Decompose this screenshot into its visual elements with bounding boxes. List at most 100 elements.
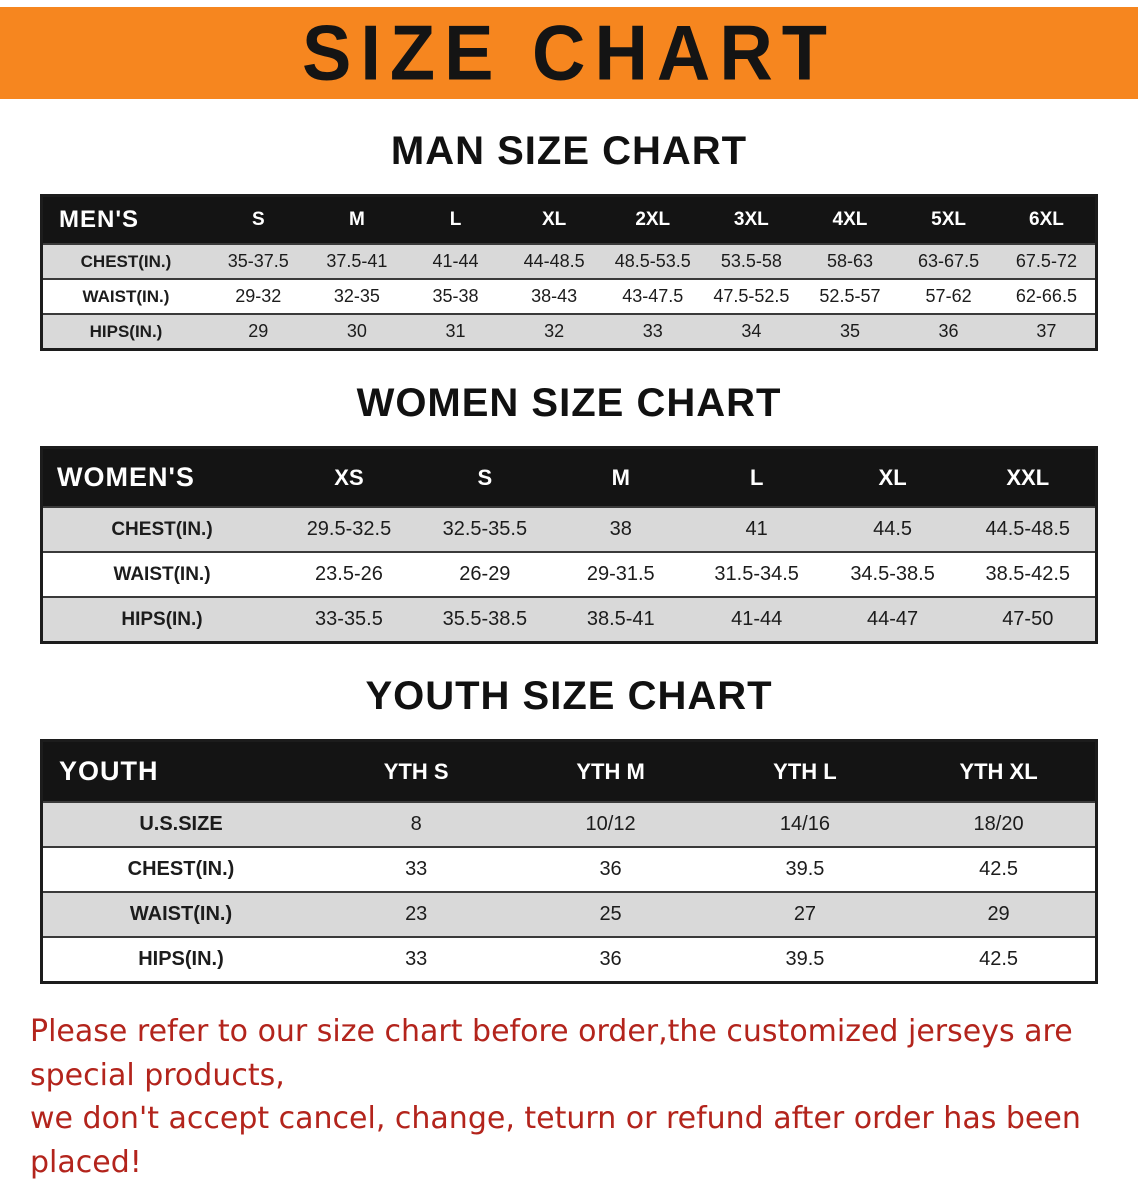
table-row: WAIST(IN.) 29-32 32-35 35-38 38-43 43-47.5 47.…	[41, 278, 1097, 314]
size-value: 63-67.5	[899, 243, 998, 279]
size-column-header: M	[307, 195, 407, 244]
table-row: HIPS(IN.) 29 30 31 32 33 34 35 36 37	[41, 313, 1097, 350]
size-value: 35-37.5	[209, 243, 308, 279]
table-row: HIPS(IN.) 33 36 39.5 42.5	[41, 936, 1097, 983]
size-value: 35-38	[406, 278, 505, 314]
size-value: 47.5-52.5	[702, 278, 801, 314]
measurement-label: HIPS(IN.)	[41, 936, 319, 983]
table-title-cell: YOUTH	[41, 740, 319, 802]
size-value: 53.5-58	[702, 243, 801, 279]
footer-note-line2: we don't accept cancel, change, teturn o…	[30, 1101, 1081, 1180]
size-value: 36	[899, 313, 998, 350]
size-value: 30	[307, 313, 407, 350]
size-value: 37	[997, 313, 1097, 350]
size-value: 38.5-41	[552, 596, 689, 643]
measurement-label: CHEST(IN.)	[41, 506, 281, 552]
size-value: 36	[513, 846, 708, 892]
size-column-header: S	[209, 195, 308, 244]
table-row: WAIST(IN.) 23.5-26 26-29 29-31.5 31.5-34.5 34…	[41, 551, 1097, 597]
size-column-header: L	[688, 447, 825, 507]
table-header-row: WOMEN'S XS S M L XL XXL	[41, 447, 1097, 507]
size-value: 36	[513, 936, 708, 983]
size-value: 31.5-34.5	[688, 551, 825, 597]
size-column-header: YTH XL	[902, 740, 1097, 802]
size-value: 58-63	[800, 243, 900, 279]
size-value: 47-50	[960, 596, 1097, 643]
size-value: 39.5	[707, 846, 903, 892]
youth-size-section: YOUTH SIZE CHART YOUTH YTH S YTH M YTH L YTH…	[0, 674, 1138, 984]
women-section-heading: WOMEN SIZE CHART	[356, 381, 782, 425]
size-column-header: S	[416, 447, 553, 507]
men-section-heading: MAN SIZE CHART	[390, 129, 748, 173]
size-value: 44.5-48.5	[960, 506, 1097, 552]
women-size-table: WOMEN'S XS S M L XL XXL CHEST(IN.) 29.5-32.5 32.5…	[40, 446, 1098, 644]
size-value: 44-47	[824, 596, 961, 643]
size-value: 32.5-35.5	[416, 506, 553, 552]
measurement-label: CHEST(IN.)	[41, 243, 209, 279]
table-header-row: MEN'S S M L XL 2XL 3XL 4XL 5XL 6XL	[41, 195, 1097, 244]
measurement-label: HIPS(IN.)	[41, 313, 209, 350]
measurement-label: WAIST(IN.)	[41, 551, 281, 597]
table-header-row: YOUTH YTH S YTH M YTH L YTH XL	[41, 740, 1097, 802]
size-value: 27	[707, 891, 903, 937]
size-value: 33	[319, 936, 514, 983]
size-value: 31	[406, 313, 505, 350]
size-value: 42.5	[902, 936, 1097, 983]
size-value: 37.5-41	[307, 243, 407, 279]
size-value: 38	[552, 506, 689, 552]
size-value: 44.5	[824, 506, 961, 552]
size-value: 33	[319, 846, 514, 892]
size-value: 38-43	[504, 278, 604, 314]
size-column-header: XL	[504, 195, 604, 244]
table-row: CHEST(IN.) 33 36 39.5 42.5	[41, 846, 1097, 892]
size-value: 25	[513, 891, 708, 937]
measurement-label: WAIST(IN.)	[41, 891, 319, 937]
size-column-header: YTH S	[319, 740, 514, 802]
size-value: 29-32	[209, 278, 308, 314]
size-column-header: M	[552, 447, 689, 507]
size-value: 10/12	[513, 801, 708, 847]
table-title-cell: MEN'S	[41, 195, 209, 244]
size-value: 41-44	[688, 596, 825, 643]
size-value: 34.5-38.5	[824, 551, 961, 597]
size-value: 41-44	[406, 243, 505, 279]
size-column-header: XL	[824, 447, 961, 507]
size-value: 33-35.5	[281, 596, 417, 643]
size-value: 42.5	[902, 846, 1097, 892]
women-size-section: WOMEN SIZE CHART WOMEN'S XS S M L XL XXL CHEST(…	[0, 381, 1138, 644]
size-value: 41	[688, 506, 825, 552]
size-column-header: YTH M	[513, 740, 708, 802]
size-value: 32-35	[307, 278, 407, 314]
size-value: 62-66.5	[997, 278, 1097, 314]
size-column-header: 4XL	[800, 195, 900, 244]
size-value: 35.5-38.5	[416, 596, 553, 643]
measurement-label: CHEST(IN.)	[41, 846, 319, 892]
measurement-label: HIPS(IN.)	[41, 596, 281, 643]
size-value: 14/16	[707, 801, 903, 847]
footer-note-line1: Please refer to our size chart before or…	[30, 1014, 1073, 1093]
size-column-header: YTH L	[707, 740, 903, 802]
table-row: HIPS(IN.) 33-35.5 35.5-38.5 38.5-41 41-44 44-…	[41, 596, 1097, 643]
size-column-header: 3XL	[702, 195, 801, 244]
banner: SIZE CHART	[0, 7, 1138, 99]
size-value: 57-62	[899, 278, 998, 314]
size-value: 48.5-53.5	[603, 243, 703, 279]
size-value: 33	[603, 313, 703, 350]
size-value: 26-29	[416, 551, 553, 597]
size-value: 67.5-72	[997, 243, 1097, 279]
table-title-cell: WOMEN'S	[41, 447, 281, 507]
size-column-header: L	[406, 195, 505, 244]
youth-section-heading: YOUTH SIZE CHART	[365, 674, 773, 718]
men-size-section: MAN SIZE CHART MEN'S S M L XL 2XL 3XL 4XL 5XL 6XL…	[0, 129, 1138, 351]
size-value: 29	[902, 891, 1097, 937]
table-row: CHEST(IN.) 35-37.5 37.5-41 41-44 44-48.5 48.5…	[41, 243, 1097, 279]
size-column-header: XS	[281, 447, 417, 507]
size-value: 35	[800, 313, 900, 350]
table-row: U.S.SIZE 8 10/12 14/16 18/20	[41, 801, 1097, 847]
size-column-header: XXL	[960, 447, 1097, 507]
size-value: 8	[319, 801, 514, 847]
size-value: 23.5-26	[281, 551, 417, 597]
size-value: 29.5-32.5	[281, 506, 417, 552]
men-size-table: MEN'S S M L XL 2XL 3XL 4XL 5XL 6XL CHEST(IN.) 35-37…	[40, 194, 1098, 351]
